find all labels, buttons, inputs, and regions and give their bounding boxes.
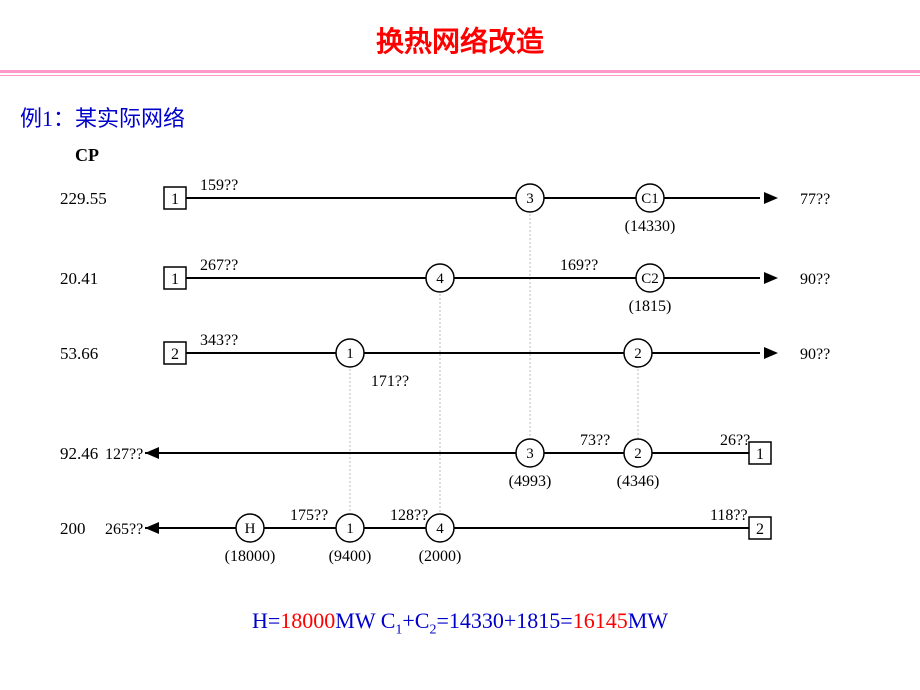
svg-text:(4993): (4993) — [509, 473, 552, 490]
svg-text:127??: 127?? — [105, 446, 143, 463]
f-p1: H= — [252, 608, 280, 633]
svg-text:(14330): (14330) — [625, 218, 676, 235]
svg-text:(4346): (4346) — [617, 473, 660, 490]
svg-text:343??: 343?? — [200, 332, 238, 349]
svg-text:92.46: 92.46 — [60, 444, 98, 463]
f-p4: =14330+1815= — [436, 608, 572, 633]
svg-text:1: 1 — [171, 271, 179, 288]
svg-text:(18000): (18000) — [225, 548, 276, 565]
svg-text:77??: 77?? — [800, 191, 830, 208]
svg-text:169??: 169?? — [560, 257, 598, 274]
svg-text:1: 1 — [756, 446, 764, 463]
svg-text:2: 2 — [171, 346, 179, 363]
svg-text:4: 4 — [436, 521, 444, 537]
svg-text:(2000): (2000) — [419, 548, 462, 565]
svg-text:2: 2 — [634, 446, 642, 462]
svg-text:171??: 171?? — [371, 373, 409, 390]
svg-text:(9400): (9400) — [329, 548, 372, 565]
svg-text:90??: 90?? — [800, 271, 830, 288]
svg-text:3: 3 — [526, 191, 534, 207]
svg-text:175??: 175?? — [290, 507, 328, 524]
svg-text:4: 4 — [436, 271, 444, 287]
svg-text:53.66: 53.66 — [60, 344, 98, 363]
svg-text:229.55: 229.55 — [60, 189, 107, 208]
svg-text:73??: 73?? — [580, 432, 610, 449]
svg-text:C1: C1 — [641, 191, 659, 207]
svg-text:2: 2 — [756, 521, 764, 538]
svg-text:1: 1 — [171, 191, 179, 208]
svg-text:26??: 26?? — [720, 432, 750, 449]
svg-text:200: 200 — [60, 519, 86, 538]
f-p5: MW — [628, 608, 668, 633]
svg-text:1: 1 — [346, 521, 354, 537]
page-title: 换热网络改造 — [0, 0, 920, 70]
svg-text:20.41: 20.41 — [60, 269, 98, 288]
svg-text:159??: 159?? — [200, 177, 238, 194]
rule-thin — [0, 75, 920, 76]
svg-text:C2: C2 — [641, 271, 659, 287]
f-n2: 16145 — [573, 608, 628, 633]
svg-text:1: 1 — [346, 346, 354, 362]
rule-thick — [0, 70, 920, 73]
hen-diagram: CP 229.55 1 159?? 77?? 3 C1 (14330) 20.41 1 267?? 9… — [0, 143, 920, 603]
svg-text:3: 3 — [526, 446, 534, 462]
svg-text:118??: 118?? — [710, 507, 748, 524]
svg-text:265??: 265?? — [105, 521, 143, 538]
f-p2: MW C — [335, 608, 395, 633]
example-subtitle: 例1：某实际网络 — [20, 101, 900, 133]
f-n1: 18000 — [280, 608, 335, 633]
svg-text:2: 2 — [634, 346, 642, 362]
svg-text:128??: 128?? — [390, 507, 428, 524]
svg-text:267??: 267?? — [200, 257, 238, 274]
svg-text:(1815): (1815) — [629, 298, 672, 315]
svg-text:90??: 90?? — [800, 346, 830, 363]
f-p3: +C — [402, 608, 429, 633]
svg-text:H: H — [245, 521, 256, 537]
svg-text:CP: CP — [75, 145, 99, 165]
summary-formula: H=18000MW C1+C2=14330+1815=16145MW — [0, 608, 920, 638]
